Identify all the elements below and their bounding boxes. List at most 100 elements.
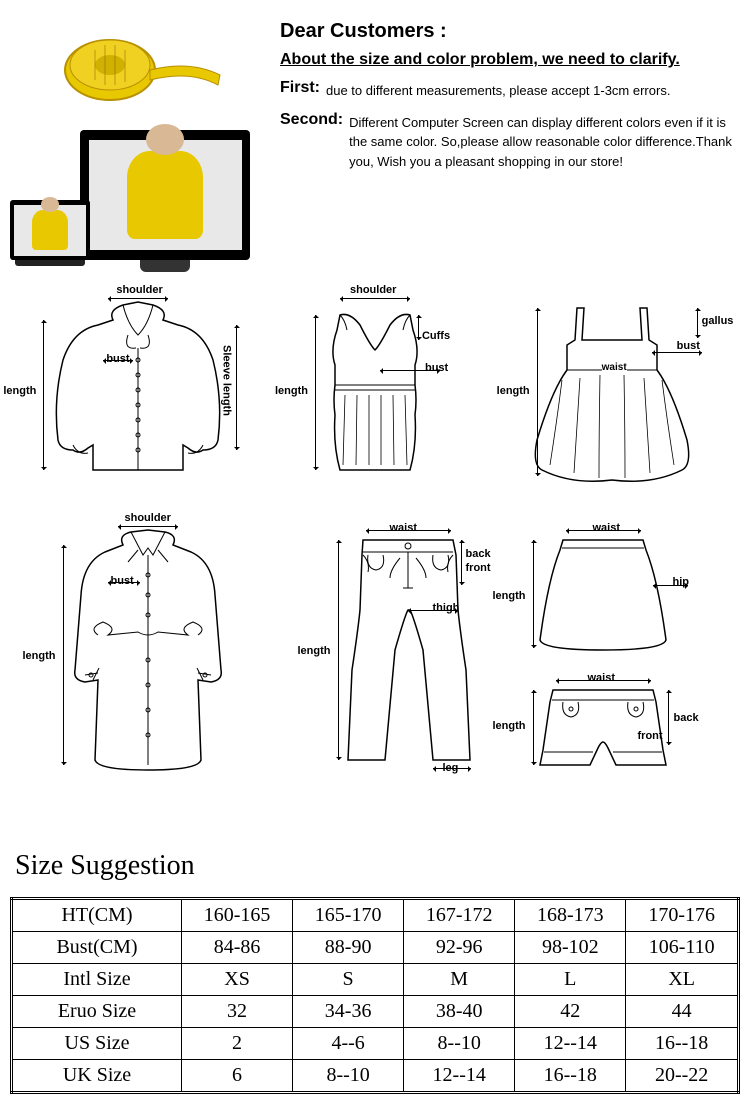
blouse-bust-label: bust [106, 353, 129, 365]
pants-front-label: front [466, 562, 491, 574]
size-suggestion-title: Size Suggestion [0, 840, 750, 897]
table-cell: 160-165 [182, 899, 293, 932]
table-row: US Size 2 4--6 8--10 12--14 16--18 [12, 1028, 739, 1060]
skirt-diagram: waist hip length [508, 520, 698, 660]
diagram-row-2: shoulder bust length waist front back [10, 520, 740, 780]
table-cell: 6 [182, 1060, 293, 1093]
header-text: Dear Customers : About the size and colo… [280, 20, 740, 260]
row-header: HT(CM) [12, 899, 182, 932]
shorts-front-label: front [638, 730, 663, 742]
skirt-length-label: length [493, 590, 526, 602]
table-cell: 8--10 [404, 1028, 515, 1060]
shorts-length-label: length [493, 720, 526, 732]
row-header: US Size [12, 1028, 182, 1060]
table-row: Intl Size XS S M L XL [12, 964, 739, 996]
diagram-row-1: shoulder bust length Sleeve length shoul… [10, 290, 740, 490]
dress-gallus-label: gallus [702, 315, 734, 327]
table-row: UK Size 6 8--10 12--14 16--18 20--22 [12, 1060, 739, 1093]
table-cell: 168-173 [515, 899, 626, 932]
tank-cuffs-label: Cuffs [422, 330, 450, 342]
coat-shoulder-label: shoulder [125, 512, 171, 524]
size-table-body: HT(CM) 160-165 165-170 167-172 168-173 1… [12, 899, 739, 1093]
tank-length-label: length [275, 385, 308, 397]
second-text: Different Computer Screen can display di… [349, 111, 740, 172]
second-point: Second: Different Computer Screen can di… [280, 111, 740, 172]
coat-length-label: length [23, 650, 56, 662]
pants-waist-label: waist [390, 522, 418, 534]
blouse-length-label: length [3, 385, 36, 397]
table-cell: 44 [626, 996, 739, 1028]
coat-diagram: shoulder bust length [43, 520, 253, 780]
shorts-diagram: waist length front back [508, 670, 708, 780]
blouse-sleeve-label: Sleeve length [220, 345, 232, 416]
dress-waist-label: waist [602, 362, 627, 373]
blouse-diagram: shoulder bust length Sleeve length [28, 290, 248, 490]
first-text: due to different measurements, please ac… [326, 79, 670, 101]
table-cell: 32 [182, 996, 293, 1028]
header-images [10, 20, 270, 260]
table-cell: XL [626, 964, 739, 996]
pants-length-label: length [298, 645, 331, 657]
skirt-waist-label: waist [593, 522, 621, 534]
row-header: UK Size [12, 1060, 182, 1093]
row-header: Bust(CM) [12, 932, 182, 964]
table-cell: 167-172 [404, 899, 515, 932]
table-cell: 12--14 [404, 1060, 515, 1093]
table-cell: M [404, 964, 515, 996]
shorts-back-label: back [674, 712, 699, 724]
tank-bust-label: bust [425, 362, 448, 374]
tank-diagram: shoulder Cuffs bust length [285, 290, 465, 490]
laptop-image [10, 200, 90, 260]
table-cell: 88-90 [293, 932, 404, 964]
pants-leg-label: leg [443, 762, 459, 774]
dress-length-label: length [497, 385, 530, 397]
table-cell: 12--14 [515, 1028, 626, 1060]
tank-shoulder-label: shoulder [350, 284, 396, 296]
first-point: First: due to different measurements, pl… [280, 79, 740, 101]
table-cell: S [293, 964, 404, 996]
table-cell: 106-110 [626, 932, 739, 964]
table-cell: 16--18 [515, 1060, 626, 1093]
table-cell: 170-176 [626, 899, 739, 932]
dress-bust-label: bust [677, 340, 700, 352]
strap-dress-diagram: gallus bust waist length [502, 290, 722, 490]
table-row: Eruo Size 32 34-36 38-40 42 44 [12, 996, 739, 1028]
greeting-text: Dear Customers : [280, 20, 740, 43]
table-cell: XS [182, 964, 293, 996]
computer-monitors [10, 130, 270, 260]
table-cell: 92-96 [404, 932, 515, 964]
table-cell: L [515, 964, 626, 996]
tape-measure-image [50, 20, 230, 120]
table-cell: 38-40 [404, 996, 515, 1028]
table-cell: 42 [515, 996, 626, 1028]
table-cell: 2 [182, 1028, 293, 1060]
table-cell: 8--10 [293, 1060, 404, 1093]
coat-bust-label: bust [111, 575, 134, 587]
blouse-shoulder-label: shoulder [116, 284, 162, 296]
row-header: Eruo Size [12, 996, 182, 1028]
table-cell: 4--6 [293, 1028, 404, 1060]
skirt-hip-label: hip [673, 576, 690, 588]
skirt-shorts-column: waist hip length waist length front back [508, 520, 708, 780]
desktop-monitor-image [80, 130, 250, 260]
pants-shorts-group: waist front back thigh length leg waist … [318, 520, 708, 780]
table-cell: 34-36 [293, 996, 404, 1028]
table-row: HT(CM) 160-165 165-170 167-172 168-173 1… [12, 899, 739, 932]
clarify-heading: About the size and color problem, we nee… [280, 51, 680, 69]
pants-back-label: back [466, 548, 491, 560]
table-cell: 16--18 [626, 1028, 739, 1060]
row-header: Intl Size [12, 964, 182, 996]
pants-thigh-label: thigh [433, 602, 460, 614]
second-label: Second: [280, 111, 343, 172]
table-row: Bust(CM) 84-86 88-90 92-96 98-102 106-11… [12, 932, 739, 964]
table-cell: 98-102 [515, 932, 626, 964]
shorts-waist-label: waist [588, 672, 616, 684]
pants-diagram: waist front back thigh length leg [318, 520, 498, 780]
table-cell: 84-86 [182, 932, 293, 964]
table-cell: 20--22 [626, 1060, 739, 1093]
header-section: Dear Customers : About the size and colo… [0, 0, 750, 270]
table-cell: 165-170 [293, 899, 404, 932]
first-label: First: [280, 79, 320, 101]
size-table: HT(CM) 160-165 165-170 167-172 168-173 1… [10, 897, 740, 1094]
measurement-diagrams: shoulder bust length Sleeve length shoul… [0, 270, 750, 840]
